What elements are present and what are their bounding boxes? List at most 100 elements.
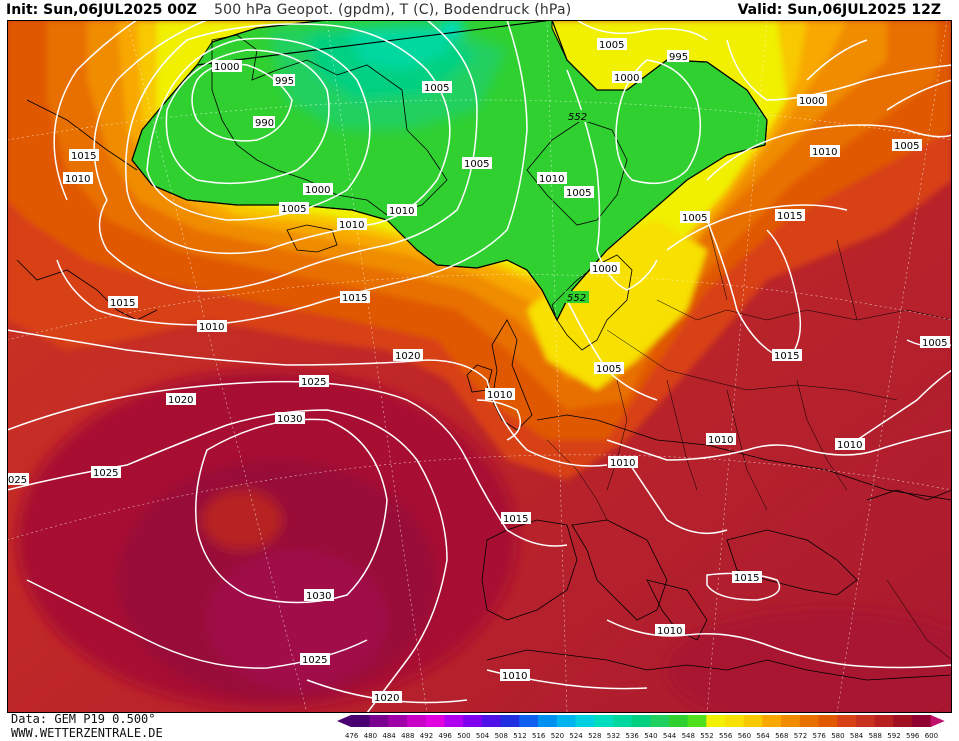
isobar-label: 1030	[275, 412, 305, 425]
legend-swatch	[762, 715, 782, 727]
legend-tick-label: 512	[513, 732, 526, 740]
valid-time: Valid: Sun,06JUL2025 12Z	[737, 2, 941, 18]
legend-swatch	[893, 715, 913, 727]
legend-swatch	[463, 715, 483, 727]
legend-tick-label: 568	[775, 732, 788, 740]
legend-swatch	[855, 715, 876, 727]
isobar-label: 1010	[537, 172, 567, 185]
legend-tick-label: 536	[626, 732, 640, 740]
legend-swatch	[425, 715, 445, 727]
legend-swatch	[538, 715, 558, 727]
isobar-label: 1020	[166, 393, 196, 406]
legend-swatch	[706, 715, 726, 727]
svg-text:1015: 1015	[777, 211, 802, 222]
legend-tick-label: 552	[700, 732, 713, 740]
svg-text:1000: 1000	[799, 96, 824, 107]
isobar-label: 1000	[303, 183, 333, 196]
isobar-label: 995	[667, 50, 689, 63]
legend-tick-label: 580	[831, 732, 844, 740]
legend-tick-label: 588	[869, 732, 882, 740]
isobar-label: 1015	[732, 571, 762, 584]
isobar-label: 1025	[91, 466, 121, 479]
isobar-label: 1010	[810, 145, 840, 158]
svg-text:1010: 1010	[487, 390, 512, 401]
svg-text:1025: 1025	[302, 655, 327, 666]
svg-text:1015: 1015	[503, 514, 528, 525]
isobar-label: 1020	[372, 691, 402, 704]
svg-text:1005: 1005	[922, 338, 947, 349]
isobar-label: 1020	[393, 349, 423, 362]
svg-text:1030: 1030	[306, 591, 331, 602]
legend-swatch	[631, 715, 651, 727]
isobar-label: 1000	[612, 71, 642, 84]
isobar-label: 1010	[197, 320, 227, 333]
country-borders	[546, 219, 952, 661]
isobar-label: 1010	[387, 204, 417, 217]
svg-text:1025: 1025	[301, 377, 326, 388]
isobar-label: 1005	[597, 38, 627, 51]
svg-text:1010: 1010	[389, 206, 414, 217]
isobar-label: 1005	[680, 211, 710, 224]
svg-text:1005: 1005	[682, 213, 707, 224]
svg-text:1005: 1005	[894, 141, 919, 152]
isobar-label: 1005	[564, 186, 594, 199]
isobar-labels: 1000 995 990 1005 1005 995 1000 1000 101…	[7, 38, 950, 704]
svg-text:1015: 1015	[734, 573, 759, 584]
svg-text:1010: 1010	[65, 174, 90, 185]
legend-swatch	[481, 715, 502, 727]
legend-swatch	[612, 715, 632, 727]
high-pressure-core-shading	[17, 370, 952, 713]
legend-tick-label: 572	[794, 732, 807, 740]
isobar-label: 995	[273, 74, 295, 87]
svg-text:1000: 1000	[305, 185, 330, 196]
cold-core-shading	[267, 20, 507, 130]
legend-arrow-low	[337, 715, 351, 727]
svg-text:1010: 1010	[339, 220, 364, 231]
isobar-label: 1015	[340, 291, 370, 304]
svg-text:1005: 1005	[424, 83, 449, 94]
svg-text:995: 995	[669, 52, 688, 63]
svg-text:552: 552	[567, 293, 586, 304]
isobar-label: 1010	[485, 388, 515, 401]
isobar-label: 1005	[892, 139, 922, 152]
svg-text:1005: 1005	[566, 188, 591, 199]
isobars	[7, 20, 952, 713]
legend-swatch	[799, 715, 819, 727]
legend-tick-label: 496	[439, 732, 453, 740]
legend-swatch	[388, 715, 408, 727]
isobar-label: 1005	[594, 362, 624, 375]
legend-tick-label: 476	[345, 732, 359, 740]
legend-swatch	[912, 715, 932, 727]
svg-text:1030: 1030	[277, 414, 302, 425]
isobar-label: 1010	[500, 669, 530, 682]
legend-tick-label: 560	[738, 732, 751, 740]
svg-text:1015: 1015	[774, 351, 799, 362]
svg-text:1010: 1010	[199, 322, 224, 333]
isobar-label: 1015	[108, 296, 138, 309]
legend-swatch	[556, 715, 576, 727]
svg-text:1020: 1020	[168, 395, 193, 406]
svg-text:1020: 1020	[374, 693, 399, 704]
svg-text:1005: 1005	[464, 159, 489, 170]
color-scale-legend: 476 480 484 488 492 496 500 504 508 512 516 520 524 5…	[337, 715, 945, 740]
legend-swatch	[444, 715, 464, 727]
legend-tick-label: 488	[401, 732, 414, 740]
svg-text:552: 552	[568, 112, 587, 123]
init-time: Init: Sun,06JUL2025 00Z	[6, 2, 197, 18]
legend-swatch	[594, 715, 614, 727]
svg-text:1010: 1010	[502, 671, 527, 682]
isobar-label: 990	[253, 116, 275, 129]
isobar-label: 1010	[835, 438, 865, 451]
isobar-label: 1010	[63, 172, 93, 185]
svg-text:1010: 1010	[610, 458, 635, 469]
legend-swatch	[874, 715, 894, 727]
svg-text:1010: 1010	[812, 147, 837, 158]
legend-tick-label: 540	[644, 732, 657, 740]
legend-tick-label: 524	[569, 732, 583, 740]
isobar-label: 1015	[775, 209, 805, 222]
svg-text:025: 025	[8, 475, 27, 486]
legend-tick-label: 584	[850, 732, 864, 740]
isobar-label: 1030	[304, 589, 334, 602]
isobar-label: 1015	[69, 149, 99, 162]
weather-map: 1000 995 990 1005 1005 995 1000 1000 101…	[7, 20, 952, 713]
